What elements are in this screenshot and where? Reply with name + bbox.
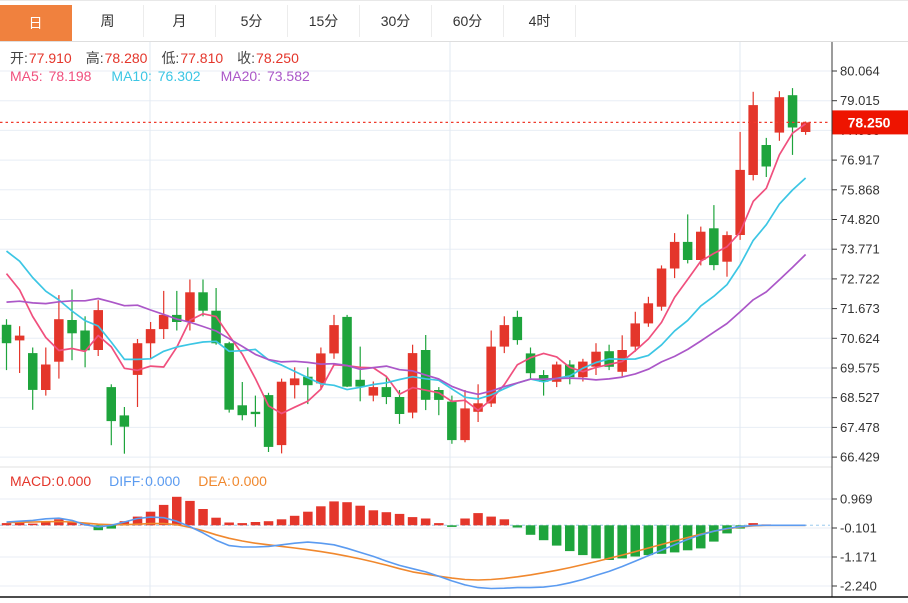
ma20-line — [6, 253, 807, 396]
macd-value: 0.000 — [56, 473, 92, 489]
svg-text:72.722: 72.722 — [840, 271, 880, 286]
macd-histogram — [1, 496, 771, 560]
tab-month[interactable]: 月 — [144, 5, 216, 37]
svg-text:71.673: 71.673 — [840, 301, 880, 316]
ma10-label: MA10: — [111, 68, 152, 84]
svg-text:-1.171: -1.171 — [840, 550, 877, 565]
macd-axis: 0.969 -0.101 -1.171 -2.240 — [832, 492, 877, 594]
svg-text:78.250: 78.250 — [848, 114, 891, 130]
tab-5min[interactable]: 5分 — [216, 5, 288, 37]
svg-text:76.917: 76.917 — [840, 153, 880, 168]
close-value: 78.250 — [256, 50, 299, 66]
period-tabbar: 日周月 5分 15分 30分 60分 4时 — [0, 0, 908, 42]
low-label: 低: — [161, 50, 180, 66]
diff-value: 0.000 — [145, 473, 181, 489]
tab-30min[interactable]: 30分 — [360, 5, 432, 37]
ma20-value: 73.582 — [266, 68, 310, 84]
dea-value: 0.000 — [231, 473, 267, 489]
svg-text:73.771: 73.771 — [840, 242, 880, 257]
svg-text:66.429: 66.429 — [840, 450, 880, 465]
svg-text:67.478: 67.478 — [840, 420, 880, 435]
svg-text:74.820: 74.820 — [840, 212, 880, 227]
high-value: 78.280 — [104, 50, 148, 66]
ma-legend: MA5: 78.198 MA10: 76.302 MA20: 73.582 — [10, 68, 310, 84]
ma5-label: MA5: — [10, 68, 43, 84]
ma10-value: 76.302 — [157, 68, 201, 84]
svg-text:75.868: 75.868 — [840, 182, 880, 197]
diff-label: DIFF: — [109, 473, 145, 489]
tab-15min[interactable]: 15分 — [288, 5, 360, 37]
close-label: 收: — [237, 50, 256, 66]
svg-text:79.015: 79.015 — [840, 93, 880, 108]
svg-text:70.624: 70.624 — [840, 331, 880, 346]
svg-text:80.064: 80.064 — [840, 64, 880, 79]
tab-60min[interactable]: 60分 — [432, 5, 504, 37]
svg-text:68.527: 68.527 — [840, 390, 880, 405]
macd-legend: MACD: 0.000 DIFF: 0.000 DEA: 0.000 — [10, 473, 267, 489]
ohlc-legend: 开: 77.910 高: 78.280 低: 77.810 收: 78.250 — [10, 48, 299, 68]
tab-day[interactable]: 日 — [0, 5, 72, 41]
svg-text:-0.101: -0.101 — [840, 521, 877, 536]
current-price-badge: 78.250 — [832, 110, 908, 135]
tab-4hour[interactable]: 4时 — [504, 5, 576, 37]
high-label: 高: — [85, 50, 104, 66]
svg-text:69.575: 69.575 — [840, 361, 880, 376]
dea-line — [6, 520, 806, 581]
ma5-line — [5, 123, 807, 415]
candlestick-series — [1, 88, 811, 454]
svg-text:0.969: 0.969 — [840, 492, 873, 507]
open-value: 77.910 — [28, 50, 72, 66]
ma5-value: 78.198 — [48, 68, 92, 84]
tab-week[interactable]: 周 — [72, 5, 144, 37]
dea-label: DEA: — [198, 473, 231, 489]
ma10-line — [5, 177, 807, 400]
low-value: 77.810 — [180, 50, 224, 66]
ma-lines — [5, 123, 807, 415]
macd-label: MACD: — [10, 473, 56, 489]
macd-gridlines — [0, 41, 832, 597]
open-label: 开: — [10, 50, 28, 66]
svg-text:-2.240: -2.240 — [840, 579, 877, 594]
ma20-label: MA20: — [220, 68, 262, 84]
diff-line — [6, 516, 806, 590]
